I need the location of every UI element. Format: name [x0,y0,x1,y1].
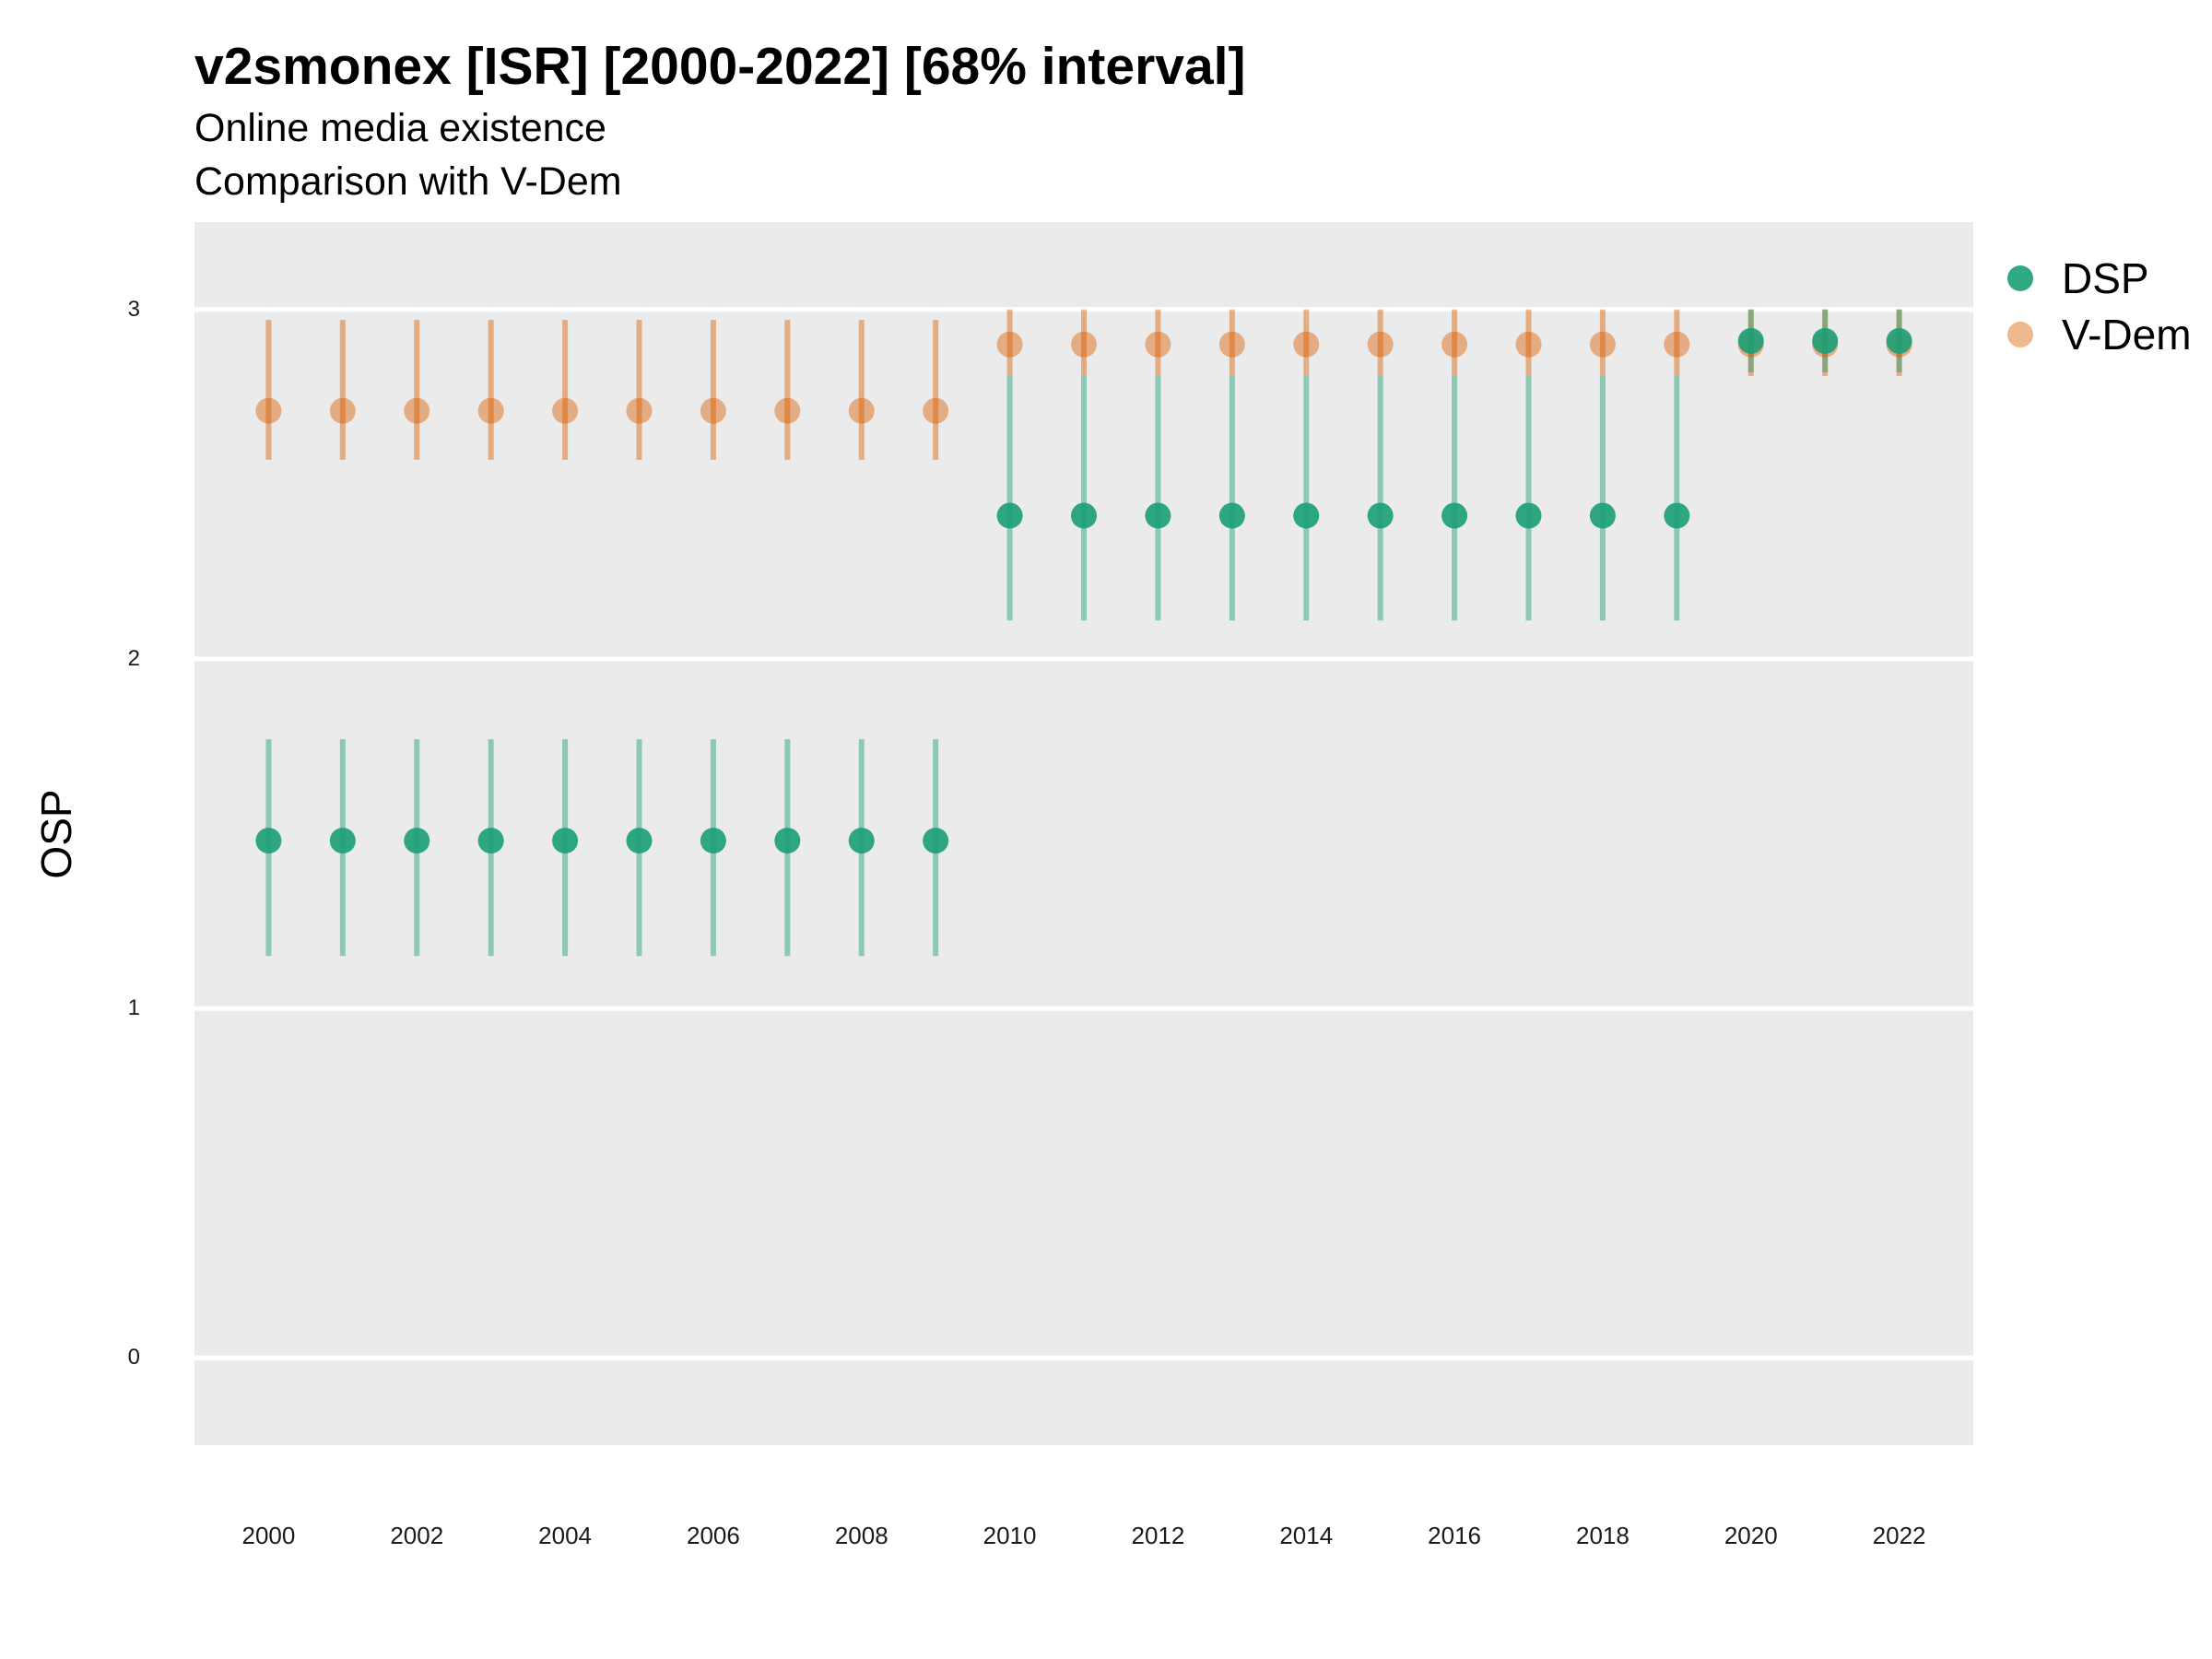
data-point-dsp [404,828,430,854]
data-point-v-dem [1515,331,1542,358]
chart-title: v2smonex [ISR] [2000-2022] [68% interval… [194,37,1246,96]
data-point-v-dem [404,397,430,424]
chart-subtitle-line-2: Comparison with V-Dem [194,159,622,204]
data-point-v-dem [1218,331,1245,358]
x-tick-label: 2012 [1131,1522,1184,1549]
y-tick-label: 0 [128,1345,140,1370]
y-axis-label: OSP [32,789,80,878]
legend-key-dsp [2007,265,2033,291]
chart-subtitle-line-1: Online media existence [194,106,606,150]
data-point-dsp [1293,502,1320,529]
data-point-dsp [1515,502,1542,529]
y-tick-label: 3 [128,297,140,322]
data-marks [255,309,1912,957]
y-tick-label: 1 [128,995,140,1020]
x-tick-label: 2016 [1428,1522,1481,1549]
data-point-dsp [774,828,801,854]
data-point-v-dem [477,397,504,424]
data-point-v-dem [1441,331,1468,358]
x-tick-label: 2020 [1724,1522,1778,1549]
legend-key-v-dem [2007,322,2033,347]
y-axis-ticks: 0 1 2 3 [128,297,140,1370]
x-tick-label: 2014 [1279,1522,1333,1549]
legend: DSP V-Dem [2007,254,2192,359]
data-point-v-dem [700,397,726,424]
data-point-v-dem [1145,331,1171,358]
data-point-dsp [477,828,504,854]
data-point-dsp [1145,502,1171,529]
data-point-dsp [700,828,726,854]
data-point-dsp [329,828,356,854]
x-tick-label: 2010 [983,1522,1037,1549]
x-tick-label: 2018 [1576,1522,1630,1549]
data-point-v-dem [1664,331,1690,358]
grid-lines [194,307,1973,1360]
data-point-dsp [1441,502,1468,529]
x-axis-ticks: 2000 2002 2004 2006 2008 2010 2012 2014 2016 2018… [241,1522,1925,1549]
data-point-dsp [1664,502,1690,529]
x-tick-label: 2022 [1873,1522,1926,1549]
legend-label-dsp: DSP [2062,254,2149,302]
data-point-v-dem [1589,331,1616,358]
x-tick-label: 2006 [687,1522,740,1549]
data-point-dsp [255,828,282,854]
data-point-dsp [1218,502,1245,529]
x-tick-label: 2002 [390,1522,443,1549]
y-tick-label: 2 [128,646,140,671]
data-point-dsp [923,828,949,854]
data-point-v-dem [848,397,875,424]
data-point-v-dem [1071,331,1097,358]
x-tick-label: 2004 [538,1522,592,1549]
data-point-v-dem [626,397,653,424]
data-point-v-dem [774,397,801,424]
data-point-dsp [626,828,653,854]
data-point-v-dem [996,331,1023,358]
x-tick-label: 2000 [241,1522,295,1549]
data-point-dsp [848,828,875,854]
data-point-dsp [1812,327,1839,354]
legend-label-v-dem: V-Dem [2062,311,2192,359]
data-point-dsp [1589,502,1616,529]
data-point-v-dem [1293,331,1320,358]
data-point-v-dem [552,397,579,424]
data-point-v-dem [923,397,949,424]
data-point-dsp [1367,502,1394,529]
data-point-v-dem [329,397,356,424]
data-point-dsp [552,828,579,854]
data-point-dsp [1071,502,1097,529]
data-point-v-dem [255,397,282,424]
data-point-dsp [1886,327,1912,354]
data-point-dsp [1737,327,1764,354]
data-point-v-dem [1367,331,1394,358]
data-point-dsp [996,502,1023,529]
x-tick-label: 2008 [835,1522,888,1549]
